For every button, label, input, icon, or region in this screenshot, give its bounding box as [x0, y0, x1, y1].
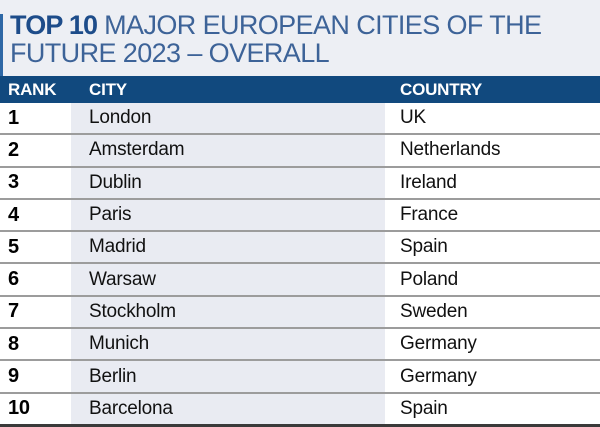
country-cell: Spain — [400, 236, 448, 258]
page-title: TOP 10 MAJOR EUROPEAN CITIES OF THE FUTU… — [10, 10, 542, 68]
table-row: 1 London UK — [0, 103, 600, 134]
rank-cell: 7 — [8, 300, 19, 323]
rank-cell: 2 — [8, 138, 19, 161]
country-cell: UK — [400, 107, 426, 129]
table-row: 7 Stockholm Sweden — [0, 294, 600, 328]
rank-cell: 10 — [8, 397, 30, 420]
country-cell: Poland — [400, 268, 458, 290]
rank-cell: 1 — [8, 106, 19, 129]
city-cell: Amsterdam — [71, 135, 385, 166]
table-row: 5 Madrid Spain — [0, 230, 600, 263]
rank-cell: 4 — [8, 203, 19, 226]
page-title-line1-rest: MAJOR EUROPEAN CITIES OF THE — [97, 10, 542, 40]
rank-cell: 3 — [8, 171, 19, 194]
rank-cell: 8 — [8, 332, 19, 355]
rank-cell: 6 — [8, 268, 19, 291]
country-cell: Sweden — [400, 300, 468, 322]
page-title-line1: TOP 10 MAJOR EUROPEAN CITIES OF THE — [10, 10, 542, 40]
city-cell: Paris — [71, 199, 385, 231]
table-row: 6 Warsaw Poland — [0, 262, 600, 295]
table-header-row: RANK CITY COUNTRY — [0, 76, 600, 103]
city-cell: Madrid — [71, 232, 385, 263]
city-cell: Barcelona — [71, 393, 385, 424]
table-row: 8 Munich Germany — [0, 327, 600, 360]
country-cell: Germany — [400, 365, 477, 387]
table-body: 1 London UK 2 Amsterdam Netherlands 3 Du… — [0, 103, 600, 427]
country-cell: Spain — [400, 397, 448, 419]
city-cell: Munich — [71, 329, 385, 360]
table-row: 4 Paris France — [0, 197, 600, 231]
ranking-table: RANK CITY COUNTRY 1 London UK 2 Amsterda… — [0, 76, 600, 427]
rank-cell: 5 — [8, 235, 19, 258]
column-header-country: COUNTRY — [400, 79, 483, 99]
table-row: 10 Barcelona Spain — [0, 391, 600, 424]
title-band: TOP 10 MAJOR EUROPEAN CITIES OF THE FUTU… — [0, 0, 600, 76]
country-cell: France — [400, 204, 458, 226]
table-row: 3 Dublin Ireland — [0, 165, 600, 198]
page-title-highlight: TOP 10 — [10, 10, 98, 40]
rank-cell: 9 — [8, 365, 19, 388]
city-cell: Berlin — [71, 361, 385, 392]
table-row: 2 Amsterdam Netherlands — [0, 133, 600, 166]
country-cell: Germany — [400, 333, 477, 355]
page-title-line2: FUTURE 2023 – OVERALL — [10, 38, 330, 68]
column-header-city: CITY — [89, 79, 127, 99]
city-cell: Stockholm — [71, 296, 385, 328]
country-cell: Ireland — [400, 171, 457, 193]
city-cell: Dublin — [71, 167, 385, 198]
city-cell: London — [71, 103, 385, 134]
table-row: 9 Berlin Germany — [0, 359, 600, 392]
column-header-rank: RANK — [8, 79, 57, 99]
city-cell: Warsaw — [71, 264, 385, 295]
title-accent-rule — [0, 14, 3, 76]
country-cell: Netherlands — [400, 139, 501, 161]
